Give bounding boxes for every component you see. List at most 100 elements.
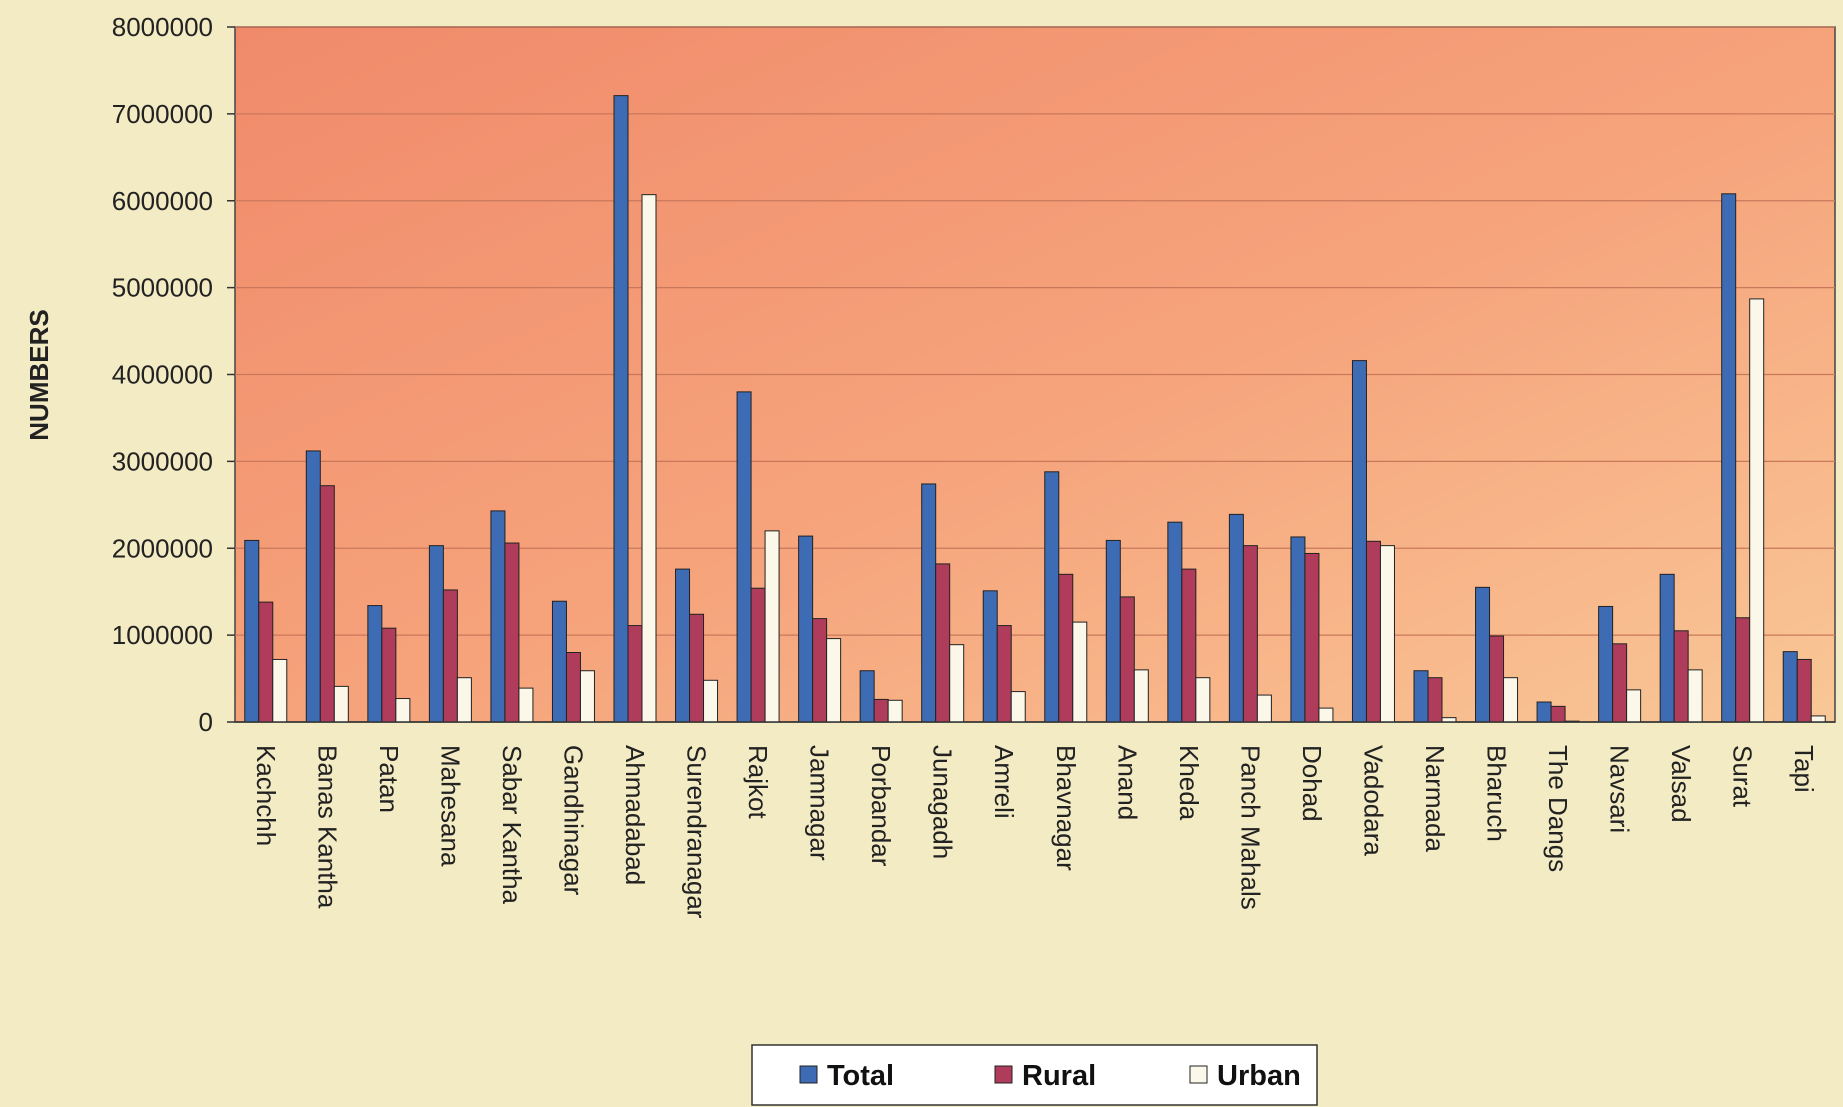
bar-rural xyxy=(1365,540,1381,723)
bar-urban xyxy=(826,638,842,723)
bar-rural xyxy=(258,601,274,723)
x-tick-label: Kheda xyxy=(1174,745,1204,821)
x-tick-label: Anand xyxy=(1112,745,1142,820)
bar-urban xyxy=(1195,677,1211,723)
bar-total xyxy=(1413,670,1429,723)
bar-total xyxy=(244,539,260,723)
bar-total xyxy=(1351,360,1367,723)
bar-total xyxy=(613,95,629,723)
x-tick-label: Sabar Kantha xyxy=(497,745,527,905)
bar-rural xyxy=(442,589,458,723)
legend: Total Rural Urban xyxy=(751,1044,1318,1106)
bar-rural xyxy=(1058,573,1074,723)
x-tick-label: Ahmadabad xyxy=(620,745,650,885)
bar-total xyxy=(1167,521,1183,723)
y-tick-label: 8000000 xyxy=(112,12,213,42)
bar-rural xyxy=(689,613,705,723)
y-axis-ticks: 0 1000000 2000000 3000000 4000000 5000000 6000… xyxy=(112,12,235,737)
bar-urban xyxy=(333,685,349,723)
bar-total xyxy=(1659,573,1675,723)
bar-rural xyxy=(812,618,828,723)
bar-rural xyxy=(873,698,889,723)
y-tick-label: 1000000 xyxy=(112,620,213,650)
x-tick-label: Navsari xyxy=(1605,745,1635,833)
bar-total xyxy=(305,450,321,723)
bar-urban xyxy=(1626,689,1642,723)
x-tick-label: Amreli xyxy=(989,745,1019,819)
bar-total xyxy=(921,483,937,723)
bar-rural xyxy=(1612,643,1628,723)
bar-total xyxy=(1721,193,1737,723)
series-rural xyxy=(258,485,1812,723)
x-tick-label: Bhavnagar xyxy=(1051,745,1081,871)
x-tick-label: Surendranagar xyxy=(682,745,712,919)
bar-urban xyxy=(703,679,719,723)
bar-urban xyxy=(456,677,472,723)
bar-total xyxy=(1290,536,1306,723)
x-tick-label: Bharuch xyxy=(1482,745,1512,842)
y-tick-label: 0 xyxy=(199,707,213,737)
bar-total xyxy=(1536,701,1552,723)
x-tick-label: Banas Kantha xyxy=(312,745,342,909)
bar-total xyxy=(428,545,444,723)
bar-total xyxy=(736,391,752,723)
bar-total xyxy=(1475,586,1491,723)
y-tick-label: 5000000 xyxy=(112,273,213,303)
bar-rural xyxy=(627,625,643,723)
bar-urban xyxy=(1072,621,1088,723)
bar-urban xyxy=(579,670,595,723)
bar-rural xyxy=(1304,552,1320,723)
bar-total xyxy=(490,510,506,723)
legend-swatch-rural xyxy=(994,1065,1013,1084)
bar-total xyxy=(1228,513,1244,723)
bars-group xyxy=(235,95,1835,723)
x-tick-label: Dohad xyxy=(1297,745,1327,822)
x-tick-label: Junagadh xyxy=(928,745,958,859)
legend-swatch-total xyxy=(799,1065,818,1084)
bar-rural xyxy=(750,587,766,723)
y-axis-title: NUMBERS xyxy=(24,309,54,440)
x-tick-label: Panch Mahals xyxy=(1235,745,1265,910)
bar-urban xyxy=(272,658,288,723)
x-tick-label: Mahesana xyxy=(435,745,465,867)
x-tick-label: Rajkot xyxy=(743,745,773,819)
legend-box xyxy=(751,1044,1318,1106)
y-tick-label: 6000000 xyxy=(112,186,213,216)
bar-rural xyxy=(1735,617,1751,723)
bar-urban xyxy=(1503,677,1519,723)
bar-rural xyxy=(1550,705,1566,723)
bar-urban xyxy=(1379,545,1395,723)
bar-rural xyxy=(1427,677,1443,723)
legend-label-total: Total xyxy=(827,1060,894,1092)
x-tick-label: Jamnagar xyxy=(805,745,835,861)
bar-total xyxy=(982,590,998,723)
x-tick-label: Tapi xyxy=(1789,745,1819,793)
legend-swatch-urban xyxy=(1189,1065,1208,1084)
bar-rural xyxy=(935,563,951,723)
y-tick-label: 4000000 xyxy=(112,360,213,390)
x-axis-labels: Kachchh Banas Kantha Patan Mahesana Sabar Ka… xyxy=(251,745,1819,919)
bar-urban xyxy=(1687,669,1703,723)
bar-total xyxy=(367,605,383,723)
bar-rural xyxy=(381,627,397,723)
bar-rural xyxy=(504,542,520,723)
bar-urban xyxy=(1010,691,1026,723)
y-tick-label: 3000000 xyxy=(112,446,213,476)
bar-urban xyxy=(887,699,903,723)
x-tick-label: Vadodara xyxy=(1358,745,1388,856)
bar-total xyxy=(1044,471,1060,723)
bar-rural xyxy=(996,625,1012,723)
series-total xyxy=(244,95,1798,723)
series-urban xyxy=(272,194,1826,723)
bar-total xyxy=(551,600,567,723)
x-tick-label: Valsad xyxy=(1666,745,1696,823)
bar-rural xyxy=(1796,658,1812,723)
bar-total xyxy=(675,568,691,723)
bar-rural xyxy=(319,485,335,723)
legend-label-urban: Urban xyxy=(1217,1060,1301,1092)
legend-label-rural: Rural xyxy=(1022,1060,1096,1092)
bar-urban xyxy=(395,698,411,723)
bar-rural xyxy=(1673,630,1689,723)
